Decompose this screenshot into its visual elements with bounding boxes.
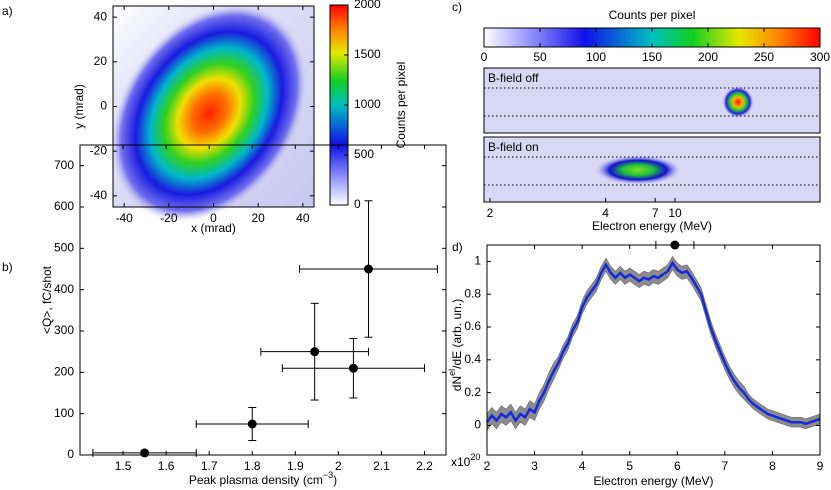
colorbar-tick-label: 0 <box>354 197 361 211</box>
spectrum-strip <box>484 68 820 133</box>
y-tick-label: 40 <box>94 9 108 23</box>
x-tick-label: 0 <box>210 211 217 225</box>
x-tick-label: 4 <box>579 459 586 473</box>
panel-label: b) <box>2 260 13 274</box>
panel-label: c) <box>452 0 462 14</box>
x-axis-label-part: ) <box>333 473 337 487</box>
y-tick-label: 0 <box>100 99 107 113</box>
x-tick-label: 1.7 <box>201 459 218 473</box>
y-tick-label: 0.2 <box>464 385 481 399</box>
x-axis-multiplier: x1020 <box>451 452 480 469</box>
colorbar-label: Counts per pixel <box>609 8 696 22</box>
y-tick-label: -40 <box>90 188 108 202</box>
colorbar-tick-label: 1000 <box>354 97 381 111</box>
axes-frame <box>486 244 821 456</box>
y-tick-label: 700 <box>54 158 74 172</box>
y-axis-label: y (mrad) <box>72 84 86 129</box>
x-tick-label: 2 <box>487 206 494 220</box>
x-tick-label: 1.6 <box>158 459 175 473</box>
x-axis-multiplier-part: x10 <box>451 455 471 469</box>
y-tick-label: 200 <box>54 365 74 379</box>
colorbar-tick-label: 100 <box>586 50 606 64</box>
y-tick-label: 1 <box>474 254 481 268</box>
x-axis-label: x (mrad) <box>191 221 236 235</box>
colorbar-tick-label: 50 <box>533 50 547 64</box>
x-tick-label: 2 <box>335 459 342 473</box>
y-tick-label: 600 <box>54 199 74 213</box>
x-axis-label-part: Peak plasma density (cm <box>189 473 323 487</box>
strip-frame <box>483 67 821 134</box>
x-tick-label: -40 <box>115 211 133 225</box>
colorbar-tick-label: 2000 <box>354 0 381 11</box>
colorbar-tick-label: 500 <box>354 147 374 161</box>
colorbar-label: Counts per pixel <box>394 62 408 149</box>
x-axis-label: Peak plasma density (cm−3) <box>189 470 337 487</box>
x-tick-label: 6 <box>674 459 681 473</box>
x-tick-label: 9 <box>817 459 824 473</box>
x-tick-label: 5 <box>626 459 633 473</box>
y-axis-label-part: el <box>447 369 457 376</box>
x-tick-label: 1.8 <box>244 459 261 473</box>
data-point <box>310 347 320 357</box>
data-point <box>140 448 150 458</box>
x-axis-multiplier-part: 20 <box>470 452 480 462</box>
x-tick-label: 40 <box>296 211 310 225</box>
strip-frame <box>483 136 821 203</box>
y-tick-label: -20 <box>90 143 108 157</box>
y-tick-label: 0 <box>67 447 74 461</box>
x-axis-label: Electron energy (MeV) <box>593 474 713 488</box>
axes-frame <box>79 144 447 456</box>
y-tick-label: 100 <box>54 406 74 420</box>
y-axis-label-part: dN <box>450 376 464 391</box>
spectrum-line <box>485 260 821 426</box>
y-tick-label: 400 <box>54 282 74 296</box>
x-tick-label: 7 <box>722 459 729 473</box>
y-tick-label: 0.4 <box>464 352 481 366</box>
data-point <box>348 363 358 373</box>
x-tick-label: 7 <box>652 206 659 220</box>
x-tick-label: 2 <box>484 459 491 473</box>
x-tick-label: 2.2 <box>416 459 433 473</box>
x-tick-label: 3 <box>531 459 538 473</box>
data-point <box>363 264 373 274</box>
y-tick-label: 300 <box>54 323 74 337</box>
colorbar-tick-label: 150 <box>642 50 662 64</box>
colorbar-tick-label: 200 <box>698 50 718 64</box>
colorbar-tick-label: 250 <box>754 50 774 64</box>
y-axis-label: <Q>, fC/shot <box>40 265 54 334</box>
strip-label: B-field on <box>488 140 539 154</box>
x-axis-label-part: −3 <box>323 470 333 480</box>
beam-profile <box>111 4 307 222</box>
panel-label: d) <box>452 240 463 254</box>
y-axis-label: dNel/dE (arb. un.) <box>447 299 464 391</box>
y-tick-label: 0.6 <box>464 319 481 333</box>
y-axis-label-part: /dE (arb. un.) <box>450 299 464 369</box>
x-axis-label: Electron energy (MeV) <box>592 219 712 233</box>
data-point <box>670 240 680 250</box>
y-tick-label: 0.8 <box>464 286 481 300</box>
x-tick-label: 10 <box>668 206 682 220</box>
x-tick-label: 20 <box>251 211 265 225</box>
electron-spot <box>594 155 682 185</box>
x-tick-label: 8 <box>769 459 776 473</box>
colorbar-tick-label: 300 <box>810 50 830 64</box>
y-tick-label: 0 <box>474 418 481 432</box>
x-tick-label: 1.9 <box>287 459 304 473</box>
colorbar-tick-label: 1500 <box>354 47 381 61</box>
y-tick-label: 500 <box>54 241 74 255</box>
y-tick-label: 20 <box>94 54 108 68</box>
panel-label: a) <box>2 4 13 18</box>
electron-spot <box>722 86 754 118</box>
colorbar-tick-label: 0 <box>481 50 488 64</box>
strip-label: B-field off <box>488 71 539 85</box>
x-tick-label: 1.5 <box>115 459 132 473</box>
x-tick-label: 2.1 <box>373 459 390 473</box>
x-tick-label: 4 <box>602 206 609 220</box>
x-tick-label: -20 <box>160 211 178 225</box>
data-point <box>247 419 257 429</box>
